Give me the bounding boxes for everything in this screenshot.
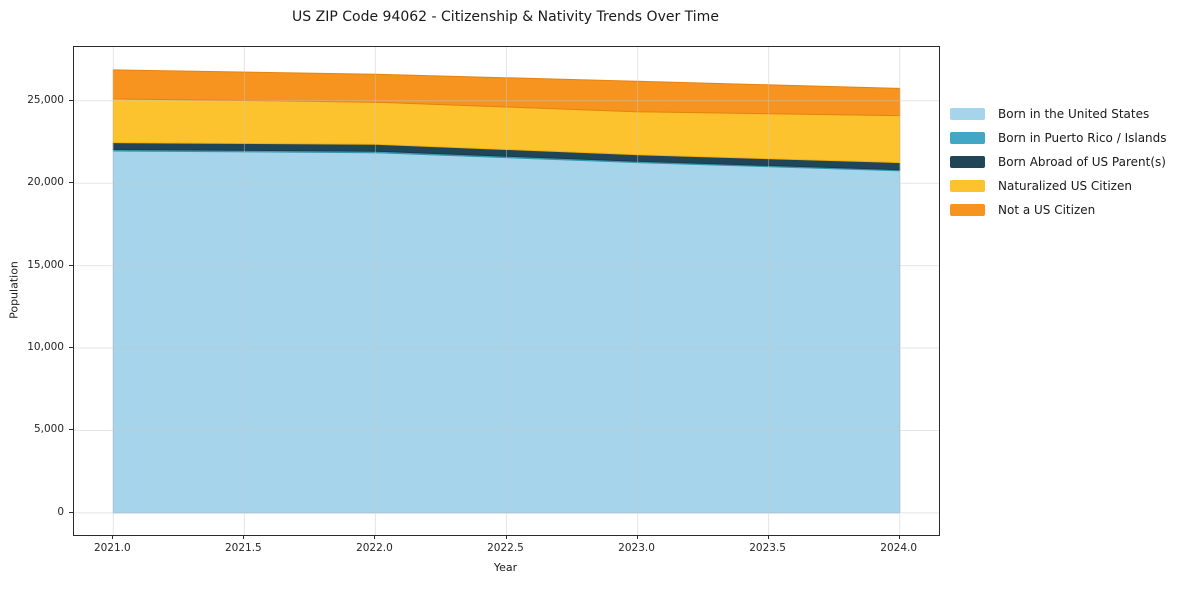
legend-item: Naturalized US Citizen [950,178,1167,194]
x-tick-label: 2023.5 [749,542,786,554]
y-tick-mark [69,429,73,431]
y-tick-label: 10,000 [27,341,64,354]
legend-swatch [950,132,985,144]
y-tick-label: 25,000 [27,93,64,106]
x-tick-mark [898,535,900,539]
legend-label: Naturalized US Citizen [998,179,1132,193]
y-tick-mark [69,99,73,101]
legend-swatch [950,108,985,120]
plot-area [73,46,940,536]
x-axis-label: Year [493,561,518,574]
y-tick-label: 0 [57,505,64,518]
legend-swatch [950,180,985,192]
x-tick-mark [505,535,507,539]
x-tick-label: 2022.5 [487,542,524,554]
y-tick-label: 15,000 [27,258,64,271]
x-tick-mark [767,535,769,539]
x-tick-label: 2023.0 [618,542,655,554]
x-tick-mark [112,535,114,539]
legend-label: Born Abroad of US Parent(s) [998,155,1166,169]
legend-label: Not a US Citizen [998,203,1096,217]
stacked-area-chart [74,47,939,535]
legend-item: Not a US Citizen [950,202,1167,218]
chart-title: US ZIP Code 94062 - Citizenship & Nativi… [292,9,719,25]
legend-label: Born in the United States [998,107,1150,121]
legend-label: Born in Puerto Rico / Islands [998,131,1167,145]
y-tick-mark [69,511,73,513]
legend-swatch [950,204,985,216]
legend-item: Born Abroad of US Parent(s) [950,154,1167,170]
y-tick-mark [69,347,73,349]
y-tick-mark [69,182,73,184]
x-tick-mark [374,535,376,539]
y-tick-mark [69,264,73,266]
legend: Born in the United States Born in Puerto … [950,106,1167,226]
legend-swatch [950,156,985,168]
x-tick-label: 2024.0 [880,542,918,554]
y-tick-label: 20,000 [27,176,64,189]
y-tick-label: 5,000 [33,423,64,436]
x-tick-mark [636,535,638,539]
x-tick-label: 2021.0 [93,542,131,554]
legend-item: Born in Puerto Rico / Islands [950,130,1167,146]
x-tick-label: 2021.5 [225,542,262,554]
legend-item: Born in the United States [950,106,1167,122]
x-tick-mark [243,535,245,539]
x-tick-label: 2022.0 [356,542,393,554]
